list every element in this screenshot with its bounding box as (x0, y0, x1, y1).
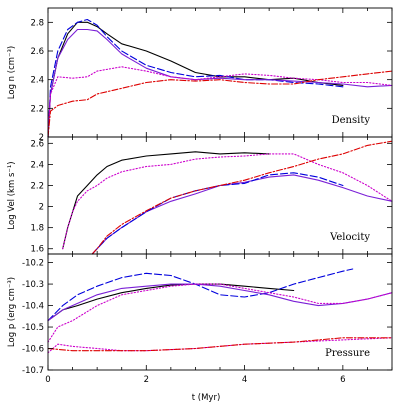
velocity-y-tick-label: 1.6 (30, 245, 44, 255)
pressure-series-magenta-line (47, 283, 393, 343)
velocity-series-blue-line (91, 172, 344, 255)
density-series-purple-line (47, 28, 393, 138)
velocity-series-red-line (91, 140, 393, 255)
pressure-series-black-line (47, 283, 295, 322)
density-series-red-line (47, 70, 393, 138)
pressure-panel: -10.7 -10.6 -10.5 -10.4 -10.3 -10.2 Log p (erg… (7, 253, 393, 376)
velocity-y-tick-label: 2.2 (30, 181, 44, 191)
density-y-tick-label: 2.2 (30, 104, 44, 114)
velocity-y-tick-label: 2 (39, 203, 44, 213)
density-series-magenta-line (47, 66, 393, 138)
x-tick-label: 4 (242, 375, 247, 385)
velocity-y-tick-label: 2.4 (30, 160, 44, 170)
density-y-axis-label: Log n (cm⁻³) (7, 46, 17, 99)
velocity-series-black-line (62, 151, 270, 250)
density-y-tick-label: 2.8 (30, 18, 44, 28)
velocity-y-axis-label: Log Vel (km s⁻¹) (7, 161, 17, 229)
pressure-panel-name: Pressure (325, 348, 370, 359)
x-tick-label: 0 (45, 375, 50, 385)
pressure-y-tick-label: -10.3 (22, 280, 44, 290)
density-y-tick-label: 2.4 (30, 76, 44, 86)
pressure-y-tick-label: -10.5 (22, 323, 44, 333)
pressure-series-blue-line (47, 268, 354, 322)
velocity-series-purple-line (91, 174, 393, 255)
x-axis-label: t (Myr) (192, 393, 221, 403)
density-series-blue-line (47, 18, 344, 138)
pressure-series-red-line (47, 337, 393, 352)
density-y-tick-label: 2.6 (30, 47, 44, 57)
pressure-y-tick-label: -10.4 (22, 302, 44, 312)
x-tick-label: 2 (144, 375, 149, 385)
velocity-y-tick-label: 1.8 (30, 224, 44, 234)
x-tick-label: 6 (340, 375, 345, 385)
velocity-y-tick-label: 2.6 (30, 139, 44, 149)
pressure-y-tick-label: -10.2 (22, 259, 44, 269)
pressure-y-axis-label: Log p (erg cm⁻³) (7, 277, 17, 347)
density-panel-name: Density (332, 115, 371, 126)
velocity-panel-name: Velocity (329, 232, 370, 243)
density-y-tick-label: 2 (39, 133, 44, 143)
velocity-panel: 1.6 1.8 2 2.2 2.4 2.6 Log Vel (km s⁻¹) Velocity (7, 136, 393, 255)
density-panel: 2 2.2 2.4 2.6 2.8 Log n (cm⁻³) Density (7, 7, 393, 143)
velocity-series-magenta-line (62, 153, 393, 250)
pressure-series-purple-line (47, 283, 393, 322)
pressure-y-tick-label: -10.7 (22, 366, 44, 376)
pressure-y-tick-label: -10.6 (22, 345, 44, 355)
